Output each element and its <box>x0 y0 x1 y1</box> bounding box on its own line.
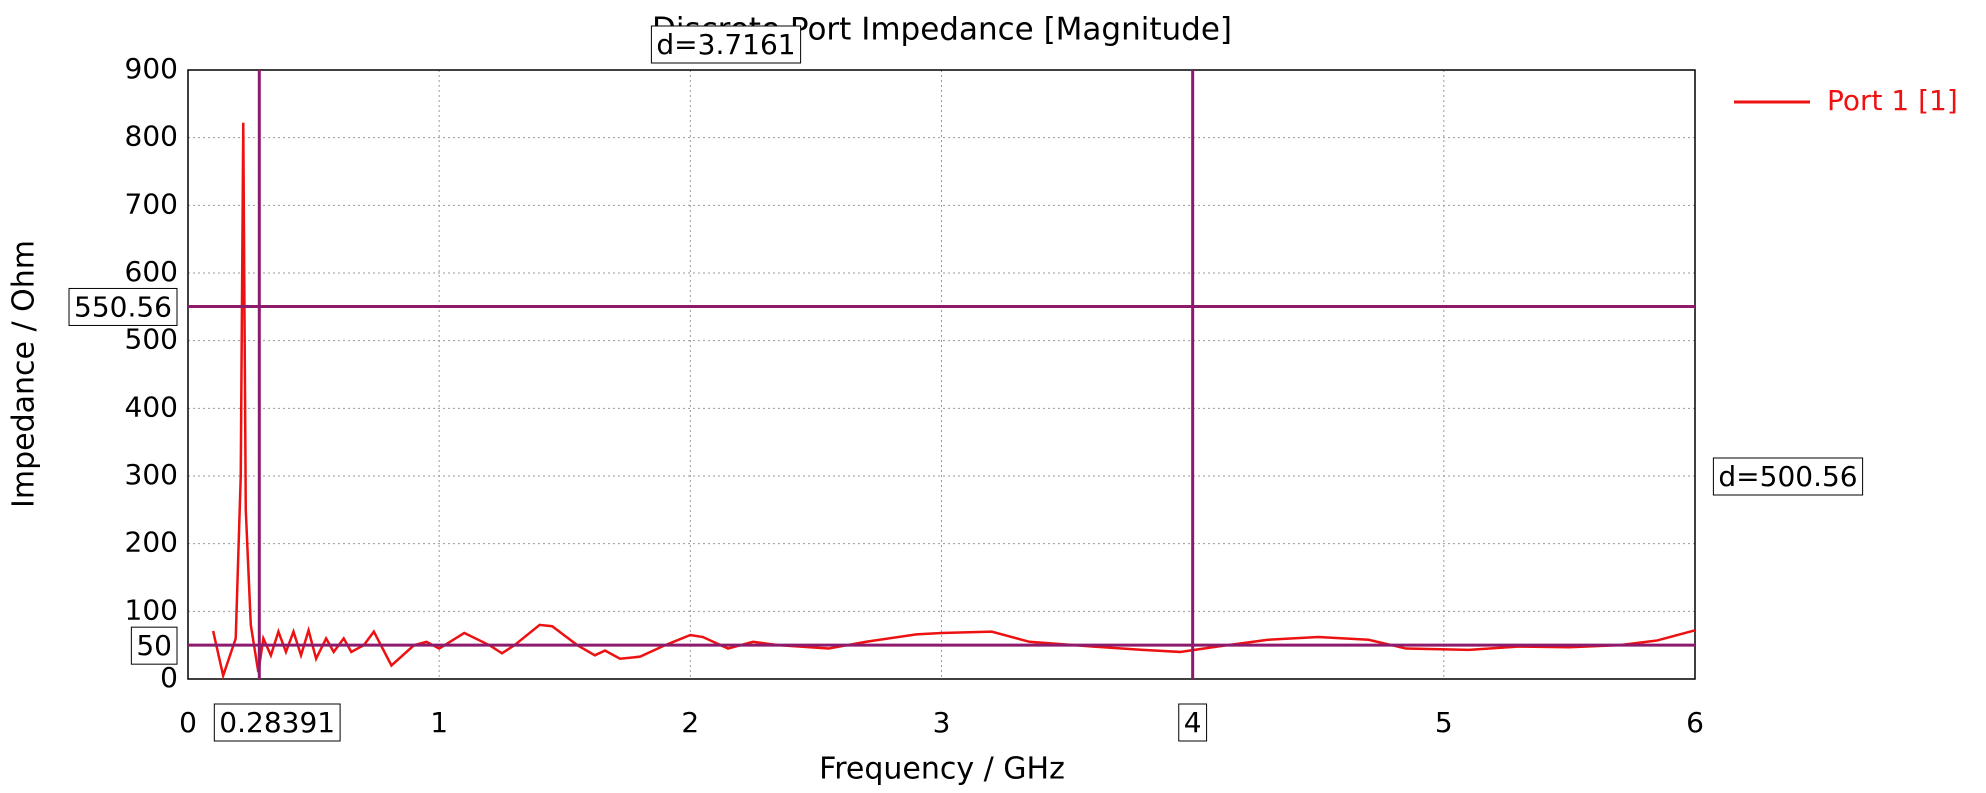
y-tick-label: 700 <box>125 187 178 220</box>
marker-label: 0.28391 <box>219 706 335 739</box>
marker-label: 50 <box>136 629 172 662</box>
y-tick-label: 0 <box>160 661 178 694</box>
x-tick-label: 6 <box>1686 706 1704 739</box>
annotation-box <box>1712 457 1864 496</box>
marker-label: 550.56 <box>74 290 172 323</box>
marker-label-box <box>213 703 341 742</box>
y-tick-label: 100 <box>125 593 178 626</box>
y-axis-label: Impedance / Ohm <box>7 240 42 508</box>
x-tick-label: 1 <box>430 706 448 739</box>
y-tick-label: 900 <box>125 52 178 85</box>
x-tick-label: 2 <box>681 706 699 739</box>
x-tick-label: 3 <box>933 706 951 739</box>
marker-label: 4 <box>1184 706 1202 739</box>
plot-frame <box>187 69 1696 680</box>
annotation: d=3.7161 <box>656 28 795 61</box>
x-tick-label: 5 <box>1435 706 1453 739</box>
y-tick-label: 300 <box>125 458 178 491</box>
y-tick-label: 800 <box>125 120 178 153</box>
annotation: d=500.56 <box>1718 460 1857 493</box>
x-tick-label: 0 <box>179 706 197 739</box>
annotation-box <box>650 25 802 64</box>
x-axis-label: Frequency / GHz <box>819 752 1065 787</box>
legend-label: Port 1 [1] <box>1827 84 1958 117</box>
data-line <box>211 122 1696 681</box>
y-tick-label: 200 <box>125 526 178 559</box>
y-tick-label: 500 <box>125 323 178 356</box>
marker-label-box <box>1178 703 1208 742</box>
marker-label-box <box>130 626 178 665</box>
y-tick-label: 400 <box>125 390 178 423</box>
marker-label-box <box>68 287 178 326</box>
y-tick-label: 600 <box>125 255 178 288</box>
